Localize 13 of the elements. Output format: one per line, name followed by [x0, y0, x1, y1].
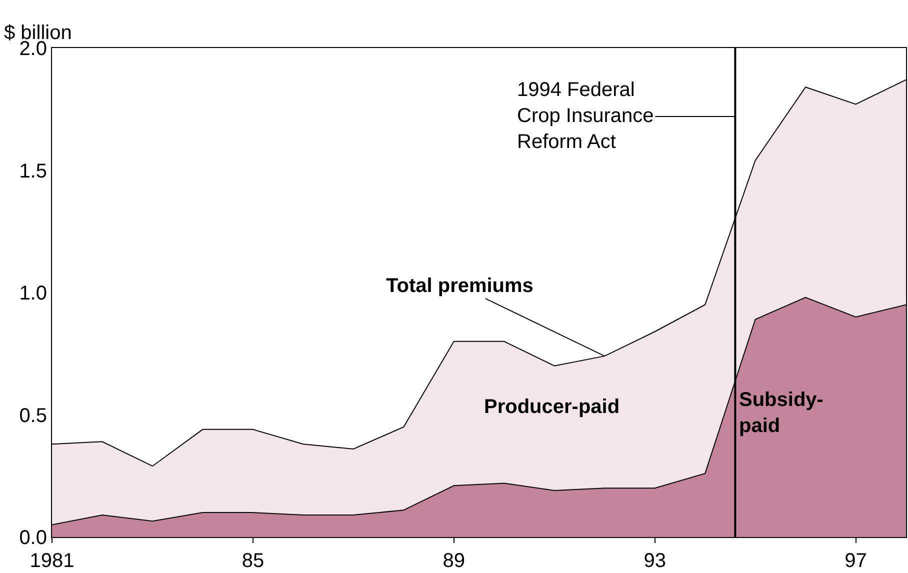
y-tick-label: 0.5	[19, 404, 47, 427]
x-tick-label: 1981	[30, 550, 74, 572]
x-tick-label: 89	[442, 550, 466, 572]
x-tick-label: 85	[242, 550, 264, 572]
y-tick-label: 0.0	[19, 527, 47, 549]
x-tick-label: 93	[644, 550, 666, 572]
y-tick-label: 1.5	[19, 160, 47, 182]
x-tick-label: 97	[844, 550, 867, 572]
y-tick-label: 1.0	[19, 282, 47, 304]
ref-line-label: 1994 Federal Crop Insurance Reform Act	[517, 79, 654, 153]
annotation: Total premiums	[386, 275, 534, 297]
series-label: Producer-paid	[484, 396, 620, 418]
series-label: Subsidy-paid	[739, 389, 824, 437]
